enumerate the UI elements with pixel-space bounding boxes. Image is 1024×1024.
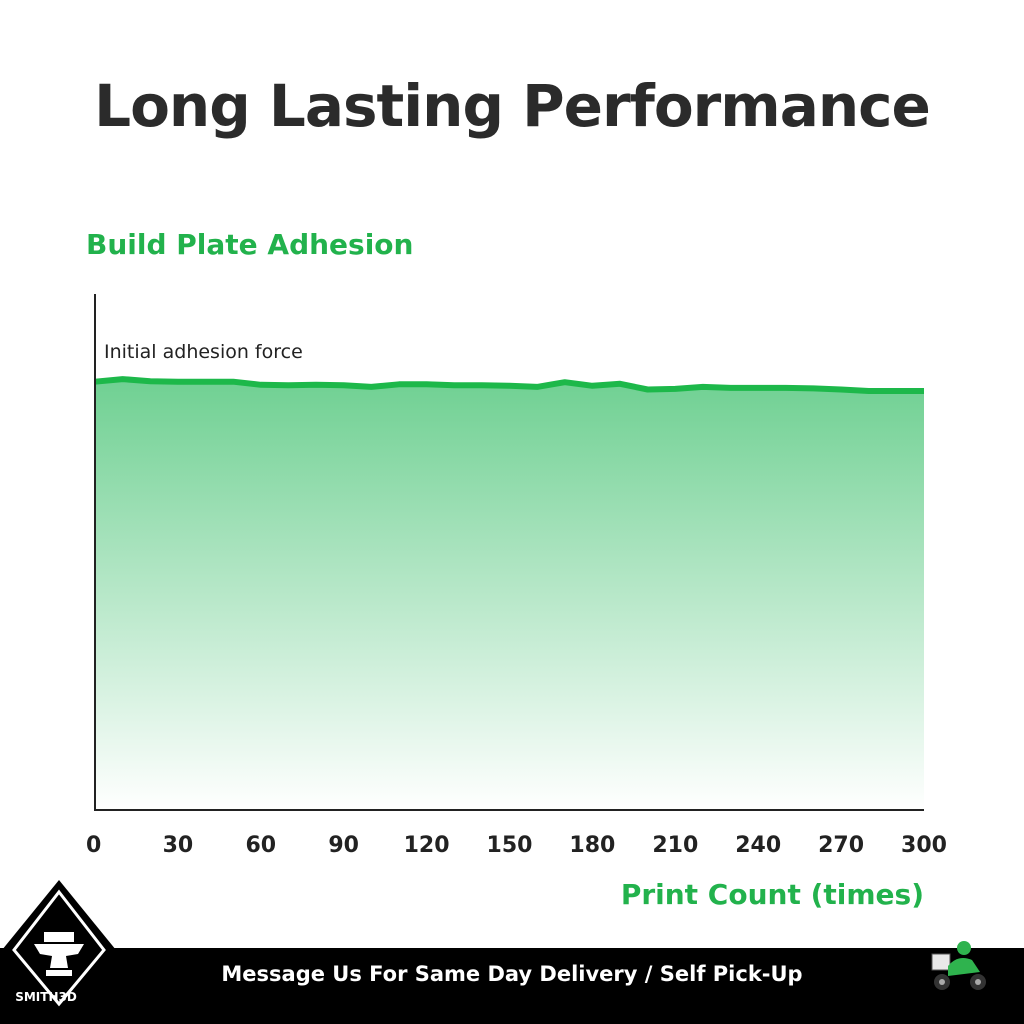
x-tick-label: 240 xyxy=(735,833,781,858)
delivery-scooter-icon xyxy=(931,941,986,990)
adhesion-area xyxy=(95,379,924,810)
x-tick-label: 90 xyxy=(328,833,359,858)
initial-adhesion-annotation: Initial adhesion force xyxy=(104,341,303,363)
y-axis-label: Build Plate Adhesion xyxy=(86,228,414,261)
x-tick-label: 120 xyxy=(404,833,450,858)
page-title: Long Lasting Performance xyxy=(94,72,931,140)
x-tick-label: 60 xyxy=(245,833,276,858)
x-tick-label: 0 xyxy=(86,833,101,858)
brand-name: SMITH3D xyxy=(15,990,77,1004)
x-tick-label: 210 xyxy=(652,833,698,858)
x-tick-label: 30 xyxy=(163,833,194,858)
footer-bar xyxy=(0,948,1024,1024)
adhesion-line xyxy=(94,376,924,394)
footer-message[interactable]: Message Us For Same Day Delivery / Self … xyxy=(221,962,803,986)
x-axis-label: Print Count (times) xyxy=(620,878,924,911)
x-tick-label: 180 xyxy=(569,833,615,858)
x-tick-label: 270 xyxy=(818,833,864,858)
smith3d-logo-icon xyxy=(2,880,116,1016)
x-tick-label: 300 xyxy=(901,833,947,858)
x-tick-label: 150 xyxy=(487,833,533,858)
